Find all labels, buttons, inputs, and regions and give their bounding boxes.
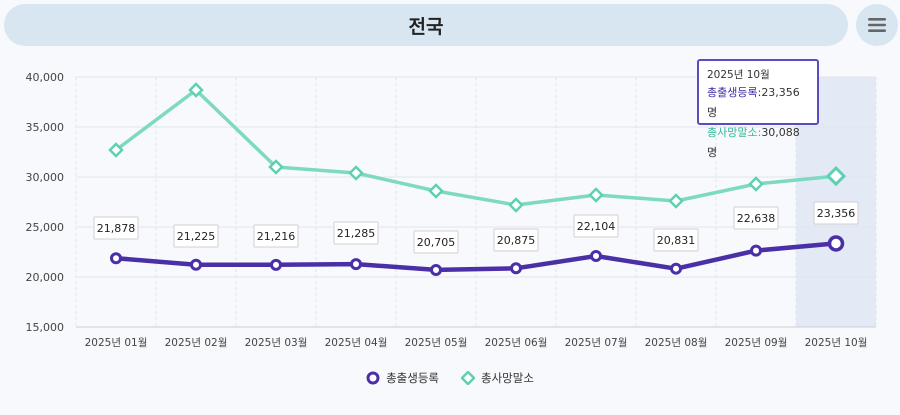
y-tick-label: 35,000: [26, 121, 65, 134]
death-point: [428, 183, 444, 199]
series-line-birth: [115, 241, 837, 273]
x-tick-label: 2025년 01월: [85, 337, 148, 349]
data-label-text: 23,356: [817, 207, 856, 220]
x-tick-label: 2025년 09월: [725, 337, 788, 349]
x-tick-label: 2025년 06월: [485, 337, 548, 349]
data-label-box: [173, 224, 219, 248]
data-label-box: [813, 201, 859, 225]
y-tick-label: 30,000: [26, 171, 65, 184]
tooltip-date: 2025년 10월: [707, 69, 770, 81]
birth-data-label: 20,831: [653, 228, 699, 252]
x-tick-label: 2025년 10월: [805, 337, 868, 349]
data-label-box: [733, 206, 779, 230]
tooltip-death-value: 30,088 명: [707, 126, 800, 159]
birth-data-label: 20,705: [413, 230, 459, 254]
menu-button[interactable]: [856, 4, 898, 46]
legend-label-death: 총사망말소: [481, 371, 534, 385]
chart-tooltip: 2025년 10월 총출생등록:23,356 명 총사망말소:30,088 명: [697, 59, 819, 159]
birth-point: [510, 262, 522, 275]
birth-point: [670, 262, 682, 275]
birth-data-label: 20,875: [493, 228, 539, 252]
birth-point: [110, 252, 122, 265]
death-point: [748, 176, 764, 192]
birth-data-label: 21,225: [173, 224, 219, 248]
tooltip-birth-row: 총출생등록:23,356 명: [707, 83, 809, 123]
death-point: [508, 197, 524, 213]
data-label-box: [653, 228, 699, 252]
legend-item-death[interactable]: 총사망말소: [461, 370, 534, 386]
birth-point: [190, 258, 202, 271]
birth-point: [430, 263, 442, 276]
birth-data-label: 22,638: [733, 206, 779, 230]
birth-data-label: 21,878: [93, 216, 139, 240]
birth-point: [590, 249, 602, 262]
data-label-box: [493, 228, 539, 252]
x-tick-label: 2025년 05월: [405, 337, 468, 349]
data-label-text: 20,831: [657, 234, 696, 247]
tooltip-birth-value: 23,356 명: [707, 86, 800, 119]
chart-legend: 총출생등록 총사망말소: [0, 368, 900, 388]
data-label-text: 20,705: [417, 236, 456, 249]
death-point: [668, 193, 684, 209]
death-point: [188, 82, 204, 98]
data-label-text: 21,216: [257, 230, 296, 243]
region-title-bar: 전국: [4, 4, 848, 46]
birth-data-label: 21,285: [333, 221, 379, 245]
tooltip-birth-label: 총출생등록:: [707, 86, 762, 99]
data-label-box: [253, 224, 299, 248]
data-label-text: 22,104: [577, 220, 616, 233]
data-label-text: 21,878: [97, 222, 136, 235]
birth-point: [270, 258, 282, 271]
death-point: [268, 159, 284, 175]
birth-data-label: 23,356: [813, 201, 859, 225]
data-label-box: [333, 221, 379, 245]
x-tick-label: 2025년 04월: [325, 337, 388, 349]
birth-data-label: 21,216: [253, 224, 299, 248]
x-tick-label: 2025년 02월: [165, 337, 228, 349]
legend-label-birth: 총출생등록: [386, 371, 439, 385]
data-label-text: 21,225: [177, 230, 216, 243]
data-label-text: 22,638: [737, 212, 776, 225]
data-label-box: [93, 216, 139, 240]
death-point: [108, 142, 124, 158]
legend-item-birth[interactable]: 총출생등록: [366, 370, 439, 386]
data-label-text: 20,875: [497, 234, 536, 247]
y-tick-label: 40,000: [26, 71, 65, 84]
data-label-box: [573, 214, 619, 238]
x-tick-label: 2025년 07월: [565, 337, 628, 349]
data-label-text: 21,285: [337, 227, 376, 240]
data-label-box: [413, 230, 459, 254]
y-tick-label: 20,000: [26, 271, 65, 284]
y-tick-label: 25,000: [26, 221, 65, 234]
birth-point: [750, 244, 762, 257]
birth-data-label: 22,104: [573, 214, 619, 238]
x-tick-label: 2025년 03월: [245, 337, 308, 349]
death-point: [825, 165, 847, 187]
circle-marker-icon: [366, 371, 380, 385]
tooltip-death-label: 총사망말소:: [707, 126, 762, 139]
hamburger-menu-icon: [868, 18, 886, 32]
birth-point: [350, 258, 362, 271]
death-point: [588, 187, 604, 203]
death-point: [348, 165, 364, 181]
y-tick-label: 15,000: [26, 321, 65, 334]
tooltip-death-row: 총사망말소:30,088 명: [707, 123, 809, 163]
page-title: 전국: [408, 15, 444, 38]
x-tick-label: 2025년 08월: [645, 337, 708, 349]
diamond-marker-icon: [461, 371, 475, 385]
birth-point: [827, 235, 845, 252]
series-line-death: [114, 88, 837, 207]
